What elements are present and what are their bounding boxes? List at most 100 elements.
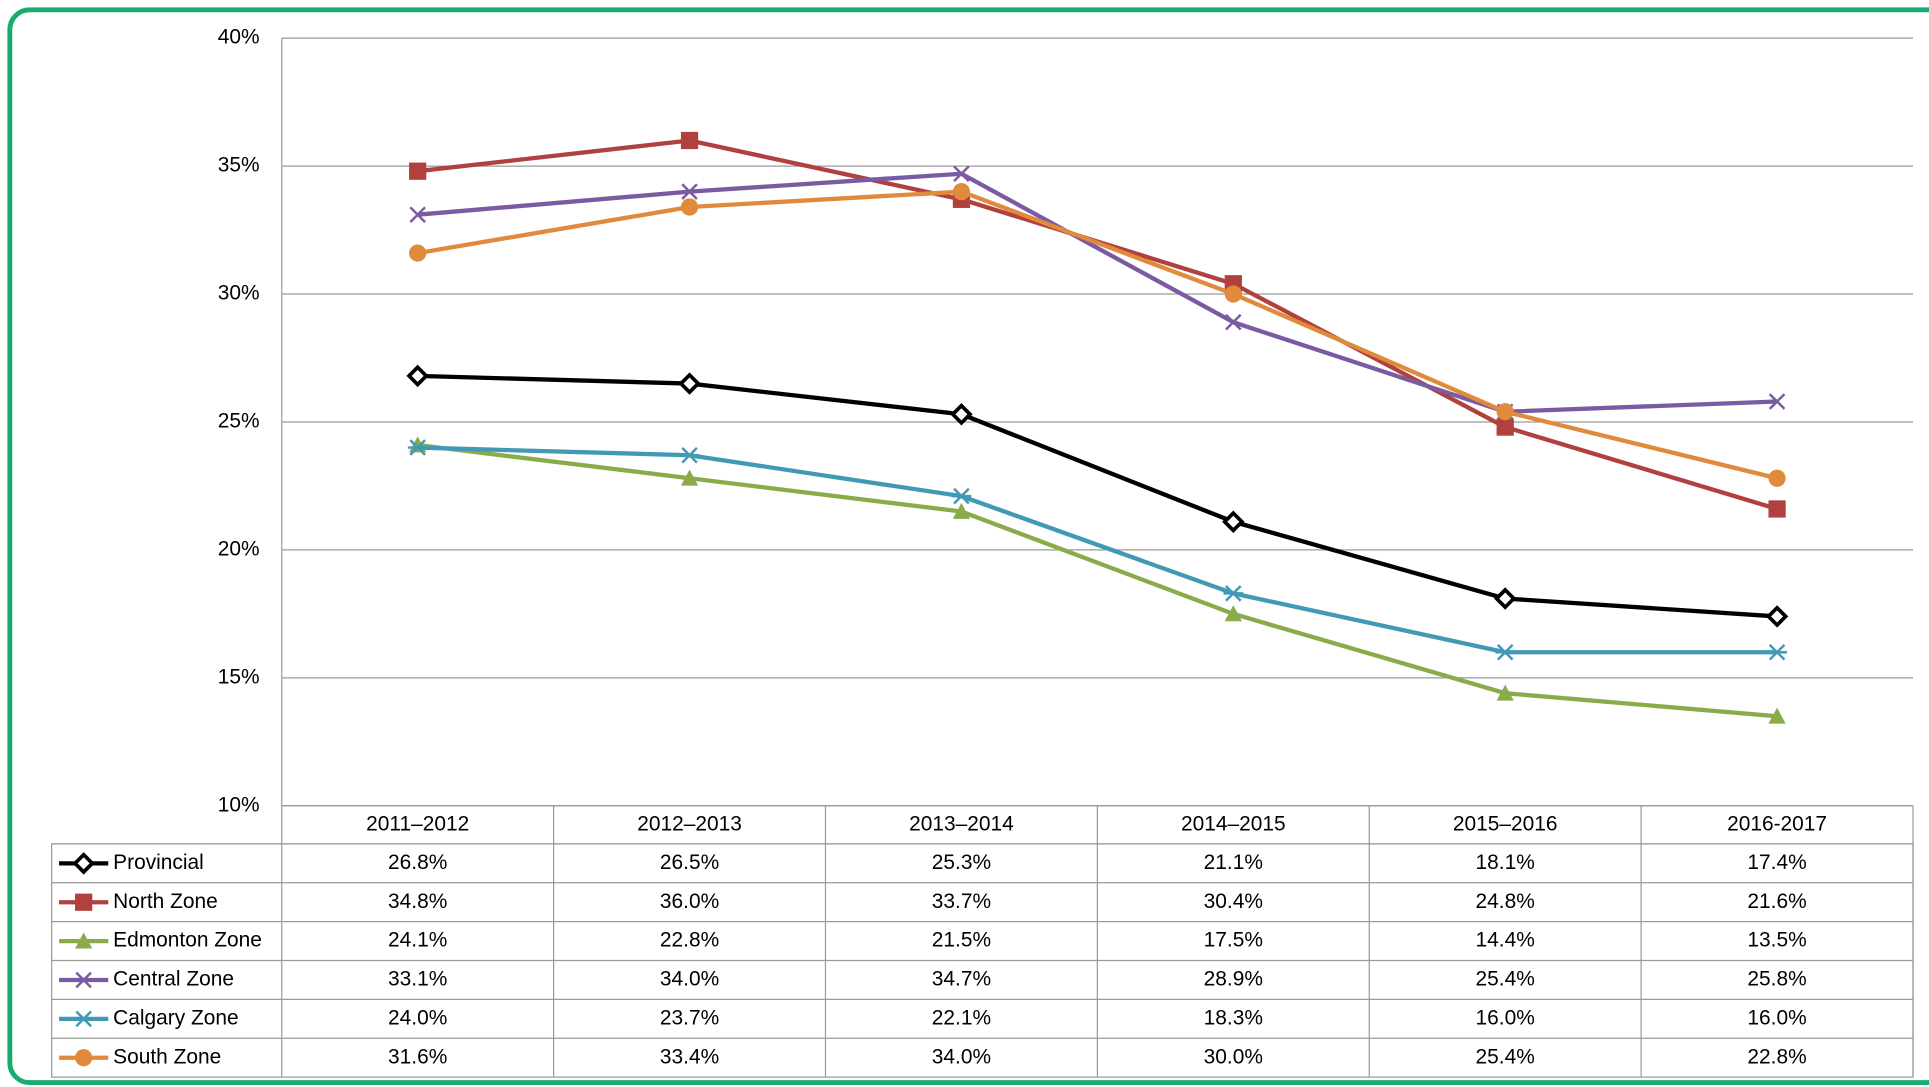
x-tick-label: 2016-2017 [1727, 812, 1827, 835]
table-cell: 18.3% [1204, 1006, 1263, 1029]
table-cell: 25.8% [1747, 968, 1806, 991]
point [1225, 313, 1242, 331]
table-cell: 28.9% [1204, 968, 1263, 991]
table-cell: 30.4% [1204, 890, 1263, 913]
table-cell: 31.6% [388, 1045, 447, 1068]
point [680, 131, 699, 150]
y-tick-label: 10% [218, 793, 260, 816]
table-cell: 16.0% [1747, 1006, 1806, 1029]
point [952, 183, 971, 201]
point [1223, 585, 1244, 602]
point [679, 446, 700, 464]
y-tick-label: 20% [218, 537, 260, 560]
point [1224, 285, 1242, 303]
table-cell: 22.1% [932, 1006, 991, 1029]
point [409, 162, 427, 180]
x-tick-label: 2013–2014 [909, 812, 1014, 835]
table-cell: 16.0% [1476, 1006, 1535, 1029]
table-cell: 18.1% [1476, 851, 1535, 874]
point [1224, 605, 1242, 622]
point [951, 487, 972, 505]
point [406, 364, 429, 388]
table-cell: 21.6% [1747, 890, 1806, 913]
legend-marker [75, 893, 93, 911]
table-cell: 33.1% [388, 968, 447, 991]
point [1767, 643, 1787, 661]
legend-label: Calgary Zone [113, 1006, 239, 1029]
y-tick-label: 35% [218, 154, 260, 177]
x-tick-label: 2014–2015 [1181, 812, 1286, 835]
series-line [417, 373, 1778, 619]
table-cell: 22.8% [1747, 1045, 1806, 1068]
table-cell: 17.4% [1747, 851, 1806, 874]
point [1495, 643, 1516, 661]
table-cell: 25.4% [1476, 1045, 1535, 1068]
table-cell: 26.5% [660, 851, 719, 874]
x-tick-label: 2012–2013 [637, 812, 742, 835]
table-cell: 26.8% [388, 851, 447, 874]
table-cell: 24.0% [388, 1006, 447, 1029]
point [1768, 469, 1786, 487]
table-cell: 34.7% [932, 968, 991, 991]
point [1222, 510, 1245, 533]
legend-marker [75, 971, 92, 989]
table-cell: 25.4% [1476, 968, 1535, 991]
table-cell: 33.7% [932, 890, 991, 913]
table-cell: 36.0% [660, 890, 719, 913]
point [680, 469, 699, 486]
series-line [417, 171, 1778, 414]
point [1496, 403, 1514, 421]
point [1768, 393, 1786, 410]
table-cell: 23.7% [660, 1006, 719, 1029]
point [1768, 707, 1786, 724]
point [1765, 605, 1789, 628]
table-cell: 24.8% [1476, 890, 1535, 913]
point [409, 206, 426, 223]
table-cell: 30.0% [1204, 1045, 1263, 1068]
series-line [417, 442, 1778, 719]
x-tick-label: 2015–2016 [1453, 812, 1558, 835]
point [681, 183, 698, 200]
point [680, 198, 699, 216]
table-cell: 13.5% [1747, 929, 1806, 952]
point [407, 439, 428, 456]
x-tick-label: 2011–2012 [366, 812, 469, 835]
table-cell: 33.4% [660, 1045, 719, 1068]
table-cell: 34.0% [660, 968, 719, 991]
series-line [417, 189, 1778, 481]
legend-marker [73, 1010, 94, 1028]
table-cell: 25.3% [932, 851, 991, 874]
table-cell: 14.4% [1476, 929, 1535, 952]
legend-label: Provincial [113, 851, 204, 874]
y-tick-label: 25% [218, 409, 260, 432]
legend-marker [72, 852, 95, 875]
legend-label: North Zone [113, 890, 218, 913]
series-line [417, 445, 1778, 655]
legend-label: South Zone [113, 1045, 221, 1068]
point [952, 502, 971, 519]
table-cell: 34.0% [932, 1045, 991, 1068]
table-cell: 24.1% [388, 929, 447, 952]
point [1496, 684, 1514, 701]
legend-marker [75, 932, 93, 949]
table-cell: 34.8% [388, 890, 447, 913]
y-tick-label: 40% [218, 26, 260, 49]
legend-label: Edmonton Zone [113, 929, 262, 952]
table-cell: 17.5% [1204, 929, 1263, 952]
point [950, 403, 973, 426]
point [1496, 418, 1514, 436]
legend-label: Central Zone [113, 968, 234, 991]
point [953, 165, 970, 183]
table-cell: 21.5% [932, 929, 991, 952]
point [1768, 500, 1786, 518]
y-tick-label: 30% [218, 282, 260, 305]
point [678, 372, 701, 395]
legend-marker [75, 1049, 93, 1067]
point [409, 244, 427, 262]
point [1493, 587, 1517, 610]
frame [7, 7, 1929, 1086]
y-tick-label: 15% [218, 665, 260, 688]
table-cell: 22.8% [660, 929, 719, 952]
table-cell: 21.1% [1204, 851, 1263, 874]
